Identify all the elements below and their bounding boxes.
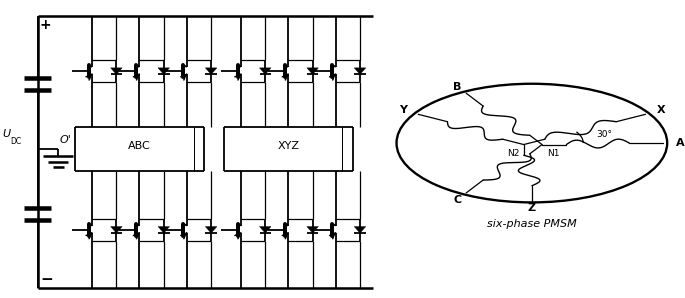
- Text: N1: N1: [547, 149, 559, 158]
- Polygon shape: [158, 226, 169, 233]
- Text: 30°: 30°: [596, 130, 612, 139]
- Polygon shape: [354, 226, 366, 233]
- Text: −: −: [40, 272, 53, 287]
- Text: Z: Z: [528, 203, 536, 213]
- Text: U: U: [2, 129, 10, 139]
- Polygon shape: [111, 226, 122, 233]
- Polygon shape: [307, 68, 319, 74]
- Text: X: X: [656, 105, 665, 115]
- Polygon shape: [260, 68, 271, 74]
- Text: DC: DC: [10, 137, 21, 146]
- Text: O': O': [60, 135, 71, 145]
- Text: +: +: [40, 18, 51, 32]
- Text: C: C: [453, 195, 462, 205]
- Polygon shape: [158, 68, 169, 74]
- Polygon shape: [111, 68, 122, 74]
- Text: B: B: [453, 82, 462, 91]
- Polygon shape: [354, 68, 366, 74]
- Text: Y: Y: [399, 105, 407, 115]
- Text: XYZ: XYZ: [277, 141, 299, 151]
- Text: N2: N2: [507, 149, 519, 158]
- Polygon shape: [206, 68, 217, 74]
- Polygon shape: [260, 226, 271, 233]
- Text: six-phase PMSM: six-phase PMSM: [487, 219, 577, 229]
- Text: A: A: [676, 138, 685, 148]
- Text: ABC: ABC: [128, 141, 151, 151]
- Polygon shape: [206, 226, 217, 233]
- Polygon shape: [307, 226, 319, 233]
